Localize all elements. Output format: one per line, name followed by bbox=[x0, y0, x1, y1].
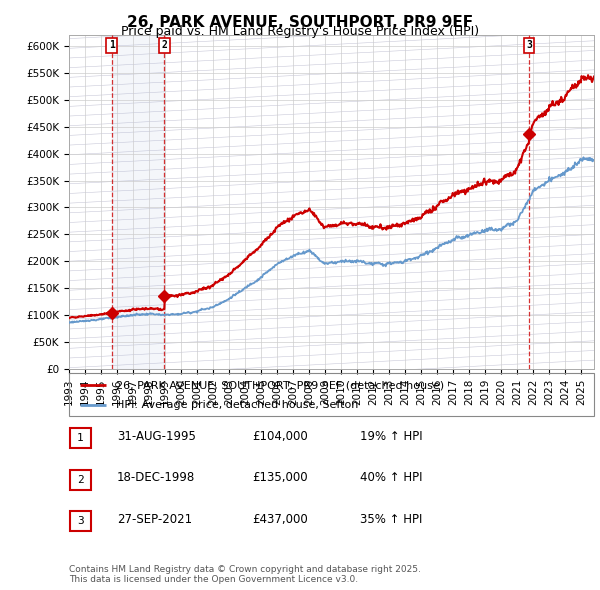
Text: 18-DEC-1998: 18-DEC-1998 bbox=[117, 471, 195, 484]
Text: 31-AUG-1995: 31-AUG-1995 bbox=[117, 430, 196, 443]
Text: Price paid vs. HM Land Registry's House Price Index (HPI): Price paid vs. HM Land Registry's House … bbox=[121, 25, 479, 38]
FancyBboxPatch shape bbox=[70, 470, 91, 490]
Text: 3: 3 bbox=[77, 516, 84, 526]
Text: 26, PARK AVENUE, SOUTHPORT, PR9 9EF (detached house): 26, PARK AVENUE, SOUTHPORT, PR9 9EF (det… bbox=[116, 381, 445, 391]
Text: £135,000: £135,000 bbox=[252, 471, 308, 484]
Text: Contains HM Land Registry data © Crown copyright and database right 2025.
This d: Contains HM Land Registry data © Crown c… bbox=[69, 565, 421, 584]
Text: 1: 1 bbox=[109, 40, 115, 50]
Text: 19% ↑ HPI: 19% ↑ HPI bbox=[360, 430, 422, 443]
Text: 35% ↑ HPI: 35% ↑ HPI bbox=[360, 513, 422, 526]
Bar bbox=[112, 35, 164, 369]
Text: 2: 2 bbox=[77, 475, 84, 484]
FancyBboxPatch shape bbox=[70, 428, 91, 448]
Text: 27-SEP-2021: 27-SEP-2021 bbox=[117, 513, 192, 526]
FancyBboxPatch shape bbox=[70, 511, 91, 531]
Text: 3: 3 bbox=[526, 40, 532, 50]
Text: 1: 1 bbox=[77, 434, 84, 443]
Text: HPI: Average price, detached house, Sefton: HPI: Average price, detached house, Seft… bbox=[116, 401, 359, 410]
Text: 40% ↑ HPI: 40% ↑ HPI bbox=[360, 471, 422, 484]
Text: £437,000: £437,000 bbox=[252, 513, 308, 526]
Text: 26, PARK AVENUE, SOUTHPORT, PR9 9EF: 26, PARK AVENUE, SOUTHPORT, PR9 9EF bbox=[127, 15, 473, 30]
Text: £104,000: £104,000 bbox=[252, 430, 308, 443]
Text: 2: 2 bbox=[161, 40, 167, 50]
